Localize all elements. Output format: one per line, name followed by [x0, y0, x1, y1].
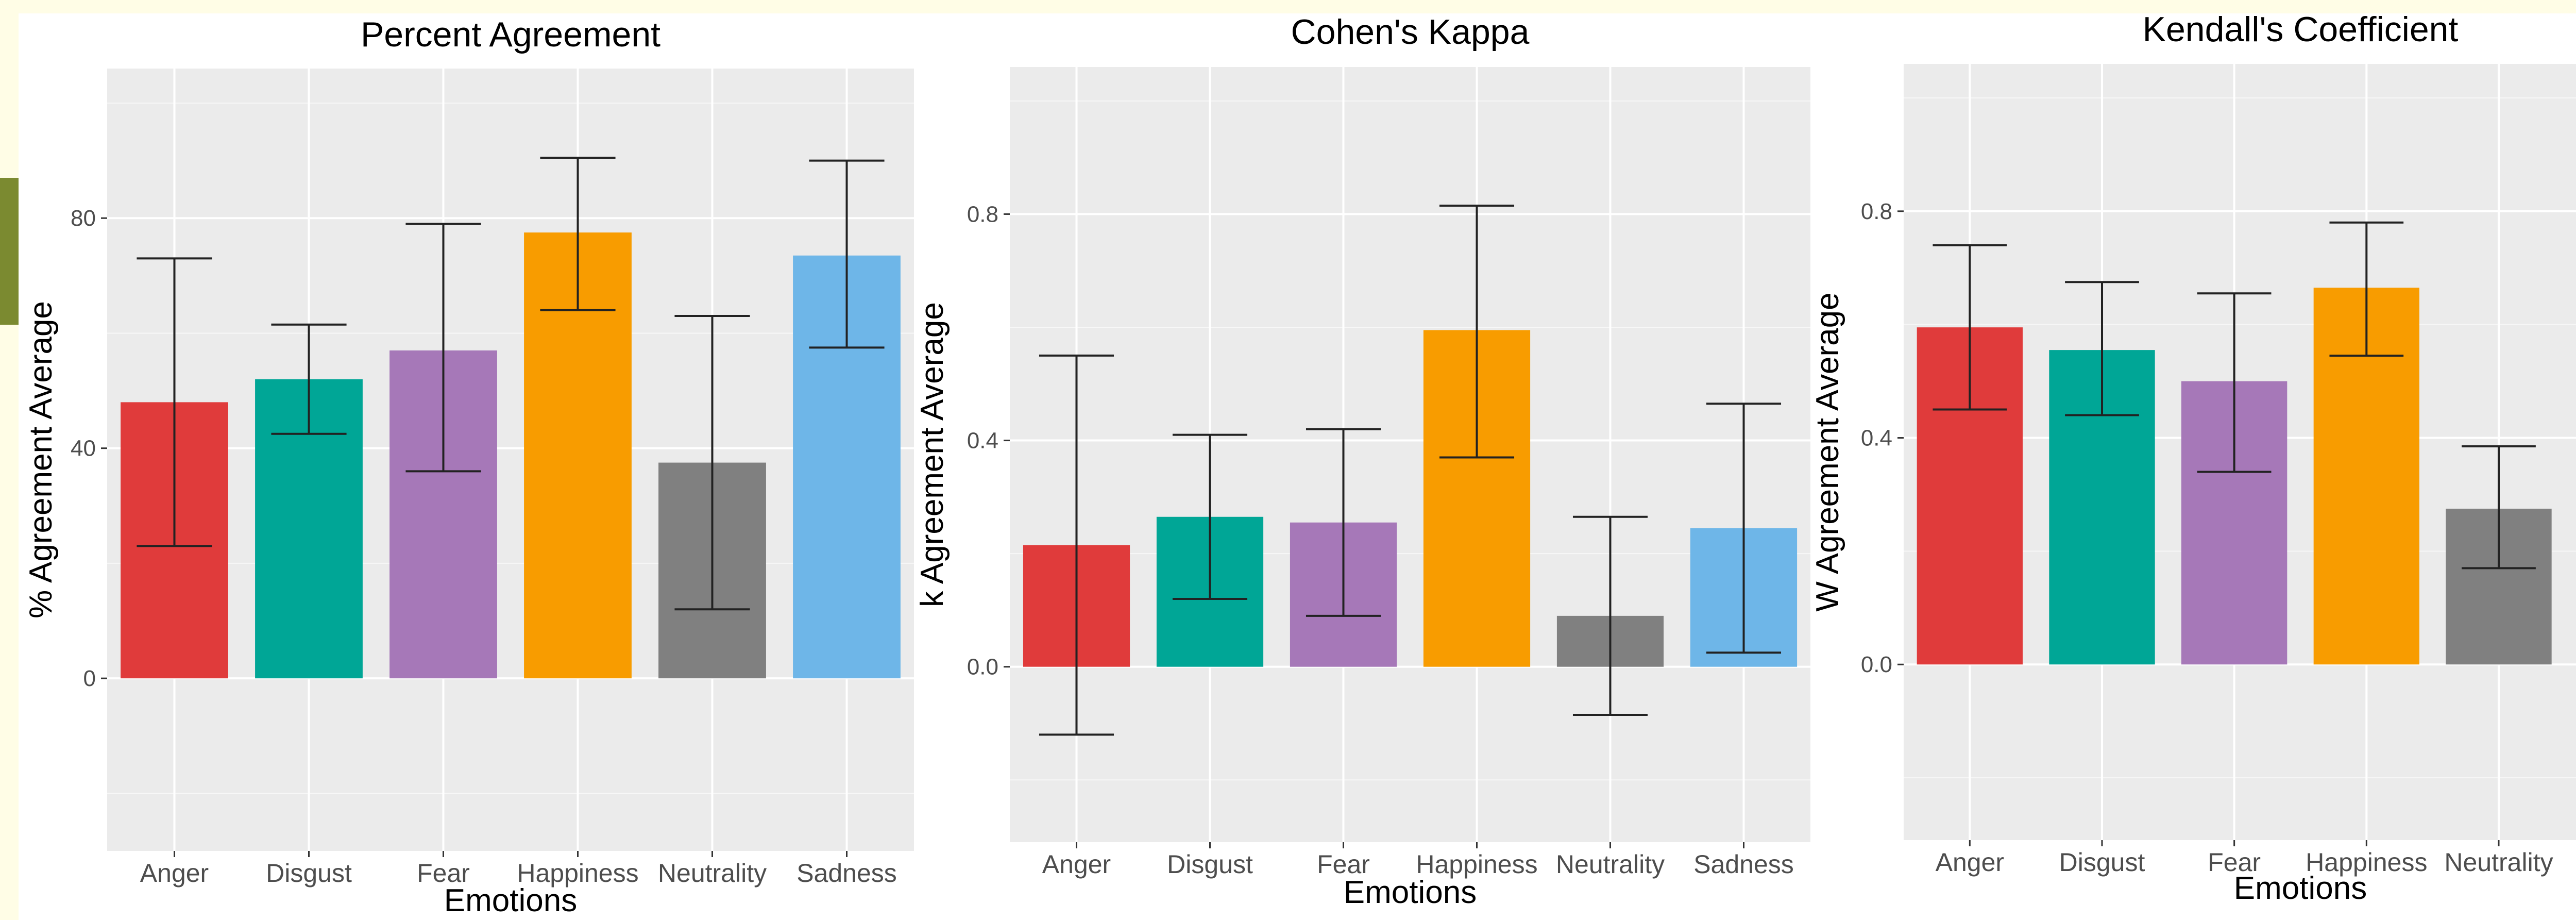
x-tick-label: Sadness [796, 859, 897, 888]
x-axis-label: Emotions [2234, 871, 2367, 906]
x-tick-labels: AngerDisgustFearHappinessNeutralitySadne… [1936, 840, 2553, 877]
x-tick-label: Anger [140, 859, 209, 888]
x-tick-label: Disgust [2059, 848, 2145, 877]
error-bars [1039, 204, 1782, 736]
panel-cohens-kappa: 0.0 0.4 0.8 Anger Disgust Fear Happiness Neutr… [914, 12, 1810, 910]
error-bar-happiness [2329, 221, 2404, 357]
chart-title: Kendall's Coefficient [2143, 10, 2459, 49]
panel-percent-agreement: 0 40 80 Anger Disgust Fear Happiness Neutralit… [23, 15, 914, 918]
y-tick-label: 0.4 [967, 428, 998, 454]
y-tick-label: 0 [83, 666, 96, 691]
y-tick-label: 80 [71, 206, 96, 231]
y-tick-labels: 0 40 80 [71, 206, 107, 691]
error-bar-neutrality [2462, 445, 2536, 570]
x-tick-label: Neutrality [2444, 848, 2553, 877]
x-tick-label: Disgust [266, 859, 352, 888]
plot-background [107, 69, 914, 851]
x-tick-label: Fear [2208, 848, 2261, 877]
x-axis-label: Emotions [1344, 875, 1477, 910]
y-tick-label: 0.8 [1861, 199, 1892, 224]
error-bar-neutrality [674, 314, 750, 611]
y-tick-label: 40 [71, 436, 96, 461]
x-tick-labels: Anger Disgust Fear Happiness Neutrality Sadne… [1042, 842, 1794, 879]
x-axis-label: Emotions [444, 883, 577, 918]
error-bars [137, 157, 885, 611]
x-tick-label: Fear [1317, 850, 1370, 879]
error-bar-anger [137, 257, 212, 547]
x-tick-label: Neutrality [658, 859, 767, 888]
y-tick-label: 0.8 [967, 202, 998, 227]
x-tick-labels: Anger Disgust Fear Happiness Neutrality Sadne… [140, 851, 897, 888]
chart-title: Percent Agreement [361, 15, 660, 54]
y-tick-label: 0.0 [1861, 652, 1892, 677]
error-bar-sadness [809, 159, 885, 349]
y-tick-label: 0.0 [967, 655, 998, 680]
x-tick-label: Anger [1936, 848, 2004, 877]
x-tick-label: Anger [1042, 850, 1111, 879]
y-axis-label: W Agreement Average [1810, 292, 1845, 611]
x-tick-label: Neutrality [1556, 850, 1665, 879]
y-tick-labels: 0.0 0.4 0.8 [1861, 199, 1904, 677]
error-bar-disgust [2065, 281, 2139, 416]
error-bar-anger [1039, 354, 1114, 736]
error-bar-fear [2197, 292, 2272, 473]
error-bar-happiness [1439, 204, 1515, 459]
error-bar-neutrality [1572, 515, 1648, 716]
error-bar-anger [1933, 244, 2007, 411]
y-tick-label: 0.4 [1861, 426, 1892, 451]
error-bar-happiness [540, 157, 616, 311]
x-tick-label: Happiness [1416, 850, 1537, 879]
x-tick-label: Sadness [1693, 850, 1794, 879]
x-tick-label: Disgust [1167, 850, 1253, 879]
side-tab [0, 178, 20, 325]
error-bar-disgust [271, 323, 347, 435]
panel-kendalls-coefficient: 0.0 0.4 0.8 Anger Disgust Fear Happiness Neutr… [1810, 10, 2576, 906]
error-bar-fear [405, 223, 481, 473]
error-bar-disgust [1172, 433, 1248, 600]
y-axis-label: % Agreement Average [23, 301, 59, 618]
chart-title: Cohen's Kappa [1291, 12, 1530, 52]
error-bars [1933, 221, 2536, 570]
x-tick-label: Fear [417, 859, 470, 888]
y-axis-label: k Agreement Average [914, 302, 950, 607]
x-tick-label: Happiness [517, 859, 638, 888]
x-tick-label: Happiness [2306, 848, 2427, 877]
error-bar-sadness [1706, 403, 1782, 654]
plot-background [1010, 67, 1810, 842]
error-bar-fear [1306, 428, 1381, 617]
y-tick-labels: 0.0 0.4 0.8 [967, 202, 1010, 680]
